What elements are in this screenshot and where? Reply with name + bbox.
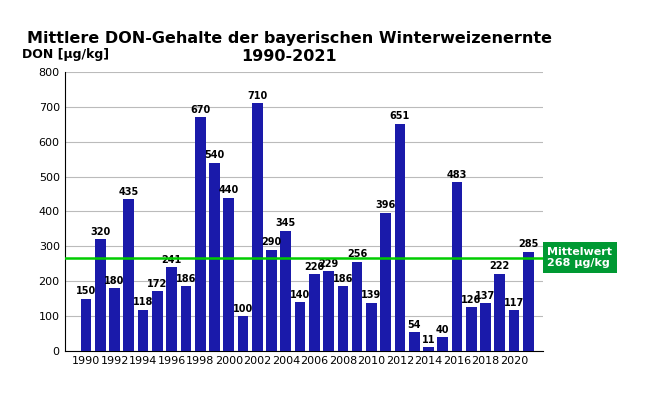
Text: 137: 137 <box>475 291 495 301</box>
Text: 139: 139 <box>361 290 382 300</box>
Text: 172: 172 <box>147 279 167 288</box>
Text: 710: 710 <box>247 91 267 101</box>
Text: 100: 100 <box>233 304 253 314</box>
Text: 540: 540 <box>204 150 225 160</box>
Bar <box>409 332 419 351</box>
Bar <box>81 299 91 351</box>
Bar <box>323 271 334 351</box>
Text: Mittelwert
268 µg/kg: Mittelwert 268 µg/kg <box>547 247 612 269</box>
Bar <box>295 302 306 351</box>
Text: 220: 220 <box>304 262 324 272</box>
Text: 222: 222 <box>490 261 510 271</box>
Bar <box>309 275 320 351</box>
Bar <box>280 231 291 351</box>
Text: 186: 186 <box>176 274 196 284</box>
Text: 435: 435 <box>119 187 139 197</box>
Text: 290: 290 <box>262 237 282 247</box>
Text: 440: 440 <box>218 185 239 195</box>
Bar <box>209 163 220 351</box>
Bar <box>266 250 277 351</box>
Text: 651: 651 <box>390 111 410 121</box>
Bar <box>452 182 463 351</box>
Bar <box>480 303 491 351</box>
Bar <box>138 310 149 351</box>
Text: 180: 180 <box>105 276 125 286</box>
Title: Mittlere DON-Gehalte der bayerischen Winterweizenernte
1990-2021: Mittlere DON-Gehalte der bayerischen Win… <box>26 31 552 64</box>
Bar <box>509 310 519 351</box>
Bar <box>494 274 505 351</box>
Text: 285: 285 <box>518 239 539 249</box>
Text: 117: 117 <box>504 298 524 308</box>
Bar <box>195 117 205 351</box>
Bar <box>152 291 163 351</box>
Text: 320: 320 <box>90 227 110 237</box>
Bar <box>109 288 120 351</box>
Bar <box>523 252 534 351</box>
Bar <box>380 213 391 351</box>
Text: 229: 229 <box>318 259 339 269</box>
Bar <box>95 239 106 351</box>
Text: 54: 54 <box>408 320 421 330</box>
Bar <box>366 302 377 351</box>
Text: 241: 241 <box>162 255 182 265</box>
Text: 11: 11 <box>422 335 435 345</box>
Bar <box>123 199 134 351</box>
Text: 118: 118 <box>133 298 153 308</box>
Bar <box>423 347 434 351</box>
Text: 150: 150 <box>76 286 96 296</box>
Text: DON [µg/kg]: DON [µg/kg] <box>21 47 109 61</box>
Bar <box>224 198 234 351</box>
Bar <box>337 286 348 351</box>
Bar <box>252 103 262 351</box>
Bar <box>466 307 477 351</box>
Text: 256: 256 <box>347 249 368 259</box>
Bar <box>180 286 191 351</box>
Bar <box>395 124 405 351</box>
Text: 483: 483 <box>447 170 467 180</box>
Text: 40: 40 <box>436 325 450 335</box>
Bar <box>352 262 362 351</box>
Text: 186: 186 <box>333 274 353 284</box>
Bar <box>437 337 448 351</box>
Text: 345: 345 <box>276 218 296 228</box>
Text: 670: 670 <box>190 105 211 115</box>
Bar <box>238 316 248 351</box>
Bar <box>166 267 177 351</box>
Text: 396: 396 <box>375 200 396 210</box>
Text: 126: 126 <box>461 295 481 305</box>
Text: 140: 140 <box>290 290 310 300</box>
